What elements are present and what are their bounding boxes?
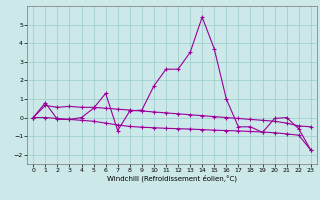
X-axis label: Windchill (Refroidissement éolien,°C): Windchill (Refroidissement éolien,°C) [107, 175, 237, 182]
